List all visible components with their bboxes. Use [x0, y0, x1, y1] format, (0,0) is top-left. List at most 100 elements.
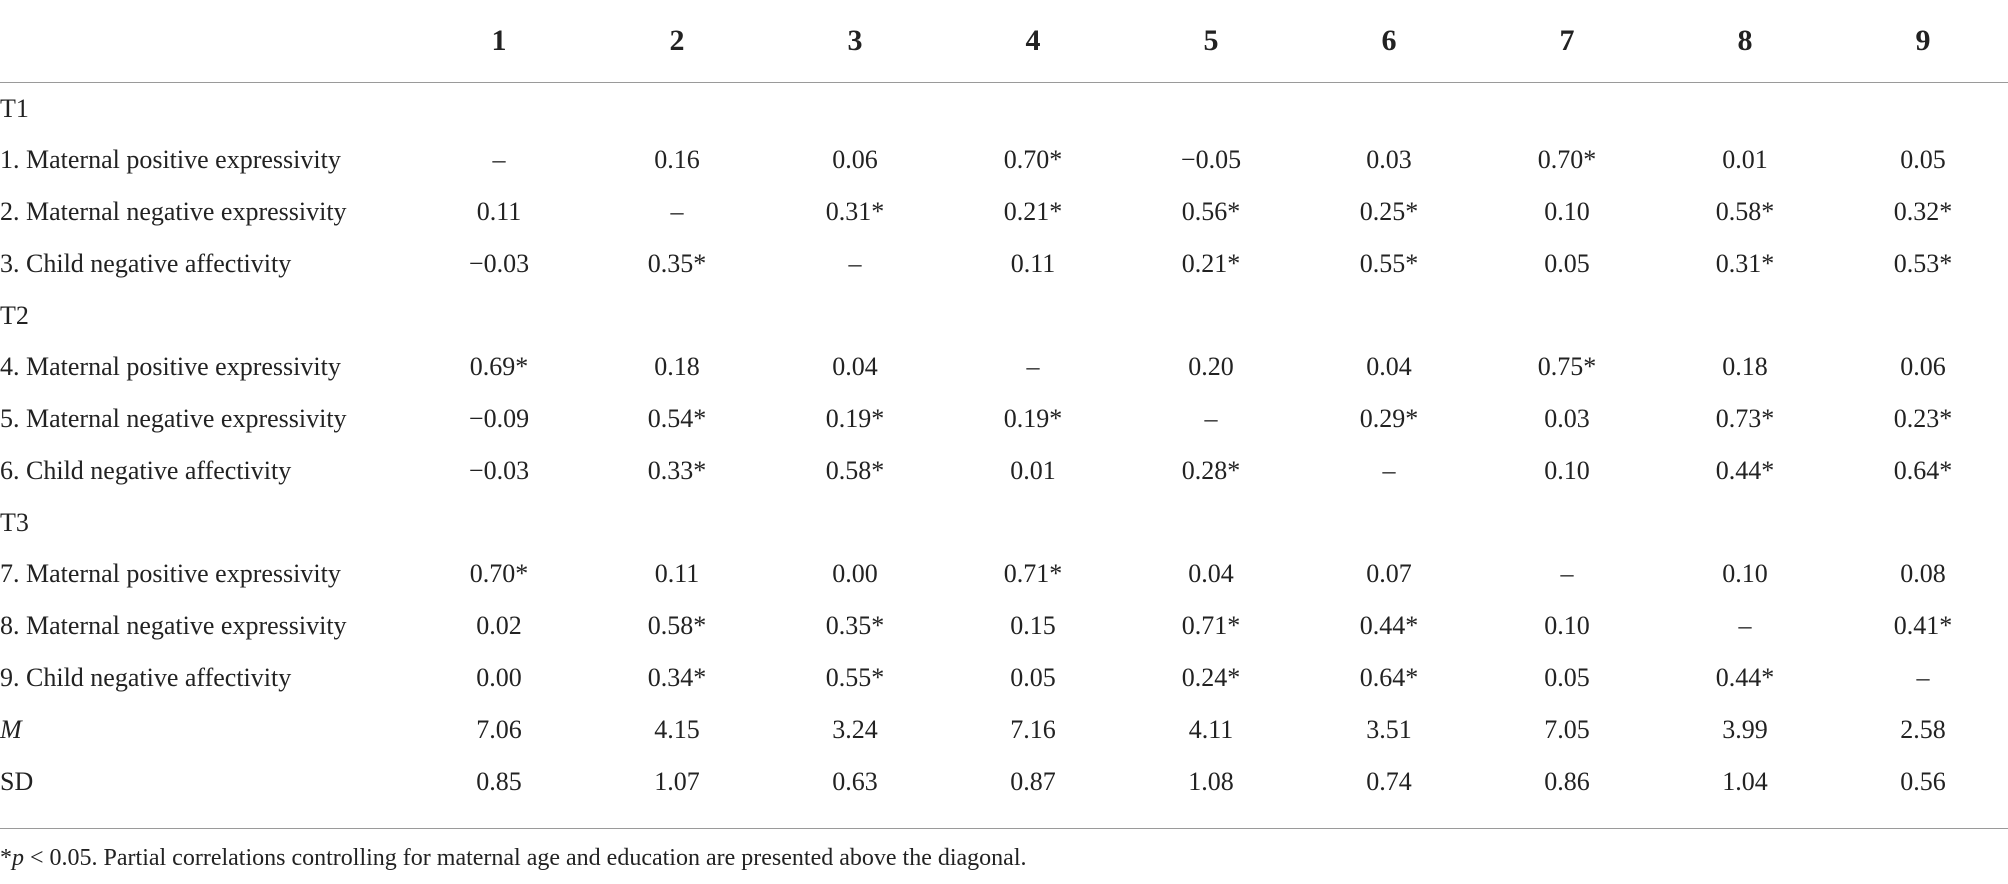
footnote-p-symbol: p: [12, 845, 24, 871]
table-cell: 0.44*: [1359, 611, 1419, 640]
table-cell: 0.11: [654, 559, 700, 588]
table-cell: 0.07: [1366, 559, 1412, 588]
row-label: 6. Child negative affectivity: [0, 456, 292, 485]
table-cell: 0.44*: [1715, 456, 1775, 485]
row-label: 4. Maternal positive expressivity: [0, 352, 341, 381]
table-cell: 0.53*: [1893, 249, 1953, 278]
table-cell: 0.29*: [1359, 404, 1419, 433]
header-divider: [0, 82, 2008, 83]
table-row: 5. Maternal negative expressivity −0.09 …: [0, 393, 2008, 445]
table-row: 9. Child negative affectivity 0.00 0.34*…: [0, 652, 2008, 704]
table-cell: 0.23*: [1893, 404, 1953, 433]
section-label: T3: [0, 508, 29, 537]
table-footnote: *p < 0.05. Partial correlations controll…: [0, 832, 2008, 884]
table-cell: 0.35*: [825, 611, 885, 640]
table-cell: 0.87: [1010, 767, 1056, 796]
table-cell: 0.03: [1366, 145, 1412, 174]
column-header: 7: [1559, 24, 1575, 57]
table-cell: –: [670, 197, 684, 226]
section-label: T1: [0, 94, 29, 123]
column-header: 4: [1025, 24, 1041, 57]
table-cell: 0.41*: [1893, 611, 1953, 640]
table-cell: 0.31*: [1715, 249, 1775, 278]
table-cell: 0.33*: [647, 456, 707, 485]
row-label: 2. Maternal negative expressivity: [0, 197, 347, 226]
table-cell: −0.03: [468, 456, 530, 485]
table-cell: 0.16: [654, 145, 700, 174]
table-cell: 0.15: [1010, 611, 1056, 640]
table-cell: −0.05: [1180, 145, 1242, 174]
table-cell: 0.54*: [647, 404, 707, 433]
table-cell: 0.19*: [1003, 404, 1063, 433]
table-cell: 0.44*: [1715, 663, 1775, 692]
table-cell: 0.10: [1722, 559, 1768, 588]
column-header: 3: [847, 24, 863, 57]
table-cell: 0.06: [832, 145, 878, 174]
column-header: 6: [1381, 24, 1397, 57]
mean-row: M 7.06 4.15 3.24 7.16 4.11 3.51 7.05 3.9…: [0, 704, 2008, 756]
column-header: 8: [1737, 24, 1753, 57]
table-cell: –: [1916, 663, 1930, 692]
row-label: 9. Child negative affectivity: [0, 663, 292, 692]
table-cell: 3.99: [1722, 715, 1768, 744]
table-cell: 0.18: [1722, 352, 1768, 381]
table-cell: 2.58: [1900, 715, 1946, 744]
table-cell: 0.28*: [1181, 456, 1241, 485]
table-cell: 0.21*: [1181, 249, 1241, 278]
table-row: 2. Maternal negative expressivity 0.11 –…: [0, 186, 2008, 238]
table-cell: 0.04: [1366, 352, 1412, 381]
table-row: 6. Child negative affectivity −0.03 0.33…: [0, 445, 2008, 497]
table-cell: 0.00: [832, 559, 878, 588]
table-cell: 0.74: [1366, 767, 1412, 796]
table-cell: 4.11: [1188, 715, 1234, 744]
section-label: T2: [0, 301, 29, 330]
table-cell: 0.75*: [1537, 352, 1597, 381]
table-cell: 0.05: [1544, 249, 1590, 278]
table-cell: 3.51: [1366, 715, 1412, 744]
table-cell: 0.56*: [1181, 197, 1241, 226]
table-cell: –: [1738, 611, 1752, 640]
table-cell: –: [1026, 352, 1040, 381]
table-cell: 0.58*: [825, 456, 885, 485]
table-row: 8. Maternal negative expressivity 0.02 0…: [0, 600, 2008, 652]
table-cell: 0.04: [1188, 559, 1234, 588]
table-cell: 7.05: [1544, 715, 1590, 744]
table-cell: 0.19*: [825, 404, 885, 433]
table-cell: 0.06: [1900, 352, 1946, 381]
table-cell: 0.55*: [1359, 249, 1419, 278]
column-header: 2: [669, 24, 685, 57]
table-cell: 0.05: [1010, 663, 1056, 692]
table-cell: 0.21*: [1003, 197, 1063, 226]
table-cell: 0.70*: [1003, 145, 1063, 174]
row-label: 3. Child negative affectivity: [0, 249, 292, 278]
table-cell: 0.02: [476, 611, 522, 640]
table-cell: 0.63: [832, 767, 878, 796]
table-cell: 0.70*: [469, 559, 529, 588]
row-label: 8. Maternal negative expressivity: [0, 611, 347, 640]
row-label: SD: [0, 767, 34, 796]
table-cell: 0.24*: [1181, 663, 1241, 692]
table-cell: 0.85: [476, 767, 522, 796]
table-cell: 0.73*: [1715, 404, 1775, 433]
table-cell: 7.06: [476, 715, 522, 744]
row-label: M: [0, 715, 22, 744]
table-cell: –: [1382, 456, 1396, 485]
table-cell: 0.35*: [647, 249, 707, 278]
table-cell: 0.11: [476, 197, 522, 226]
table-cell: 0.05: [1544, 663, 1590, 692]
table-cell: 0.55*: [825, 663, 885, 692]
table-row: 4. Maternal positive expressivity 0.69* …: [0, 341, 2008, 393]
table-cell: 0.20: [1188, 352, 1234, 381]
table-cell: 0.04: [832, 352, 878, 381]
footnote-text: < 0.05. Partial correlations controlling…: [24, 845, 1027, 871]
row-label: 7. Maternal positive expressivity: [0, 559, 341, 588]
sd-row: SD 0.85 1.07 0.63 0.87 1.08 0.74 0.86 1.…: [0, 756, 2008, 808]
table-cell: 0.10: [1544, 611, 1590, 640]
table-cell: 0.64*: [1359, 663, 1419, 692]
table-cell: 0.34*: [647, 663, 707, 692]
table-cell: –: [848, 249, 862, 278]
table-cell: −0.03: [468, 249, 530, 278]
table-cell: 0.86: [1544, 767, 1590, 796]
table-cell: 0.71*: [1003, 559, 1063, 588]
column-header: 5: [1203, 24, 1219, 57]
